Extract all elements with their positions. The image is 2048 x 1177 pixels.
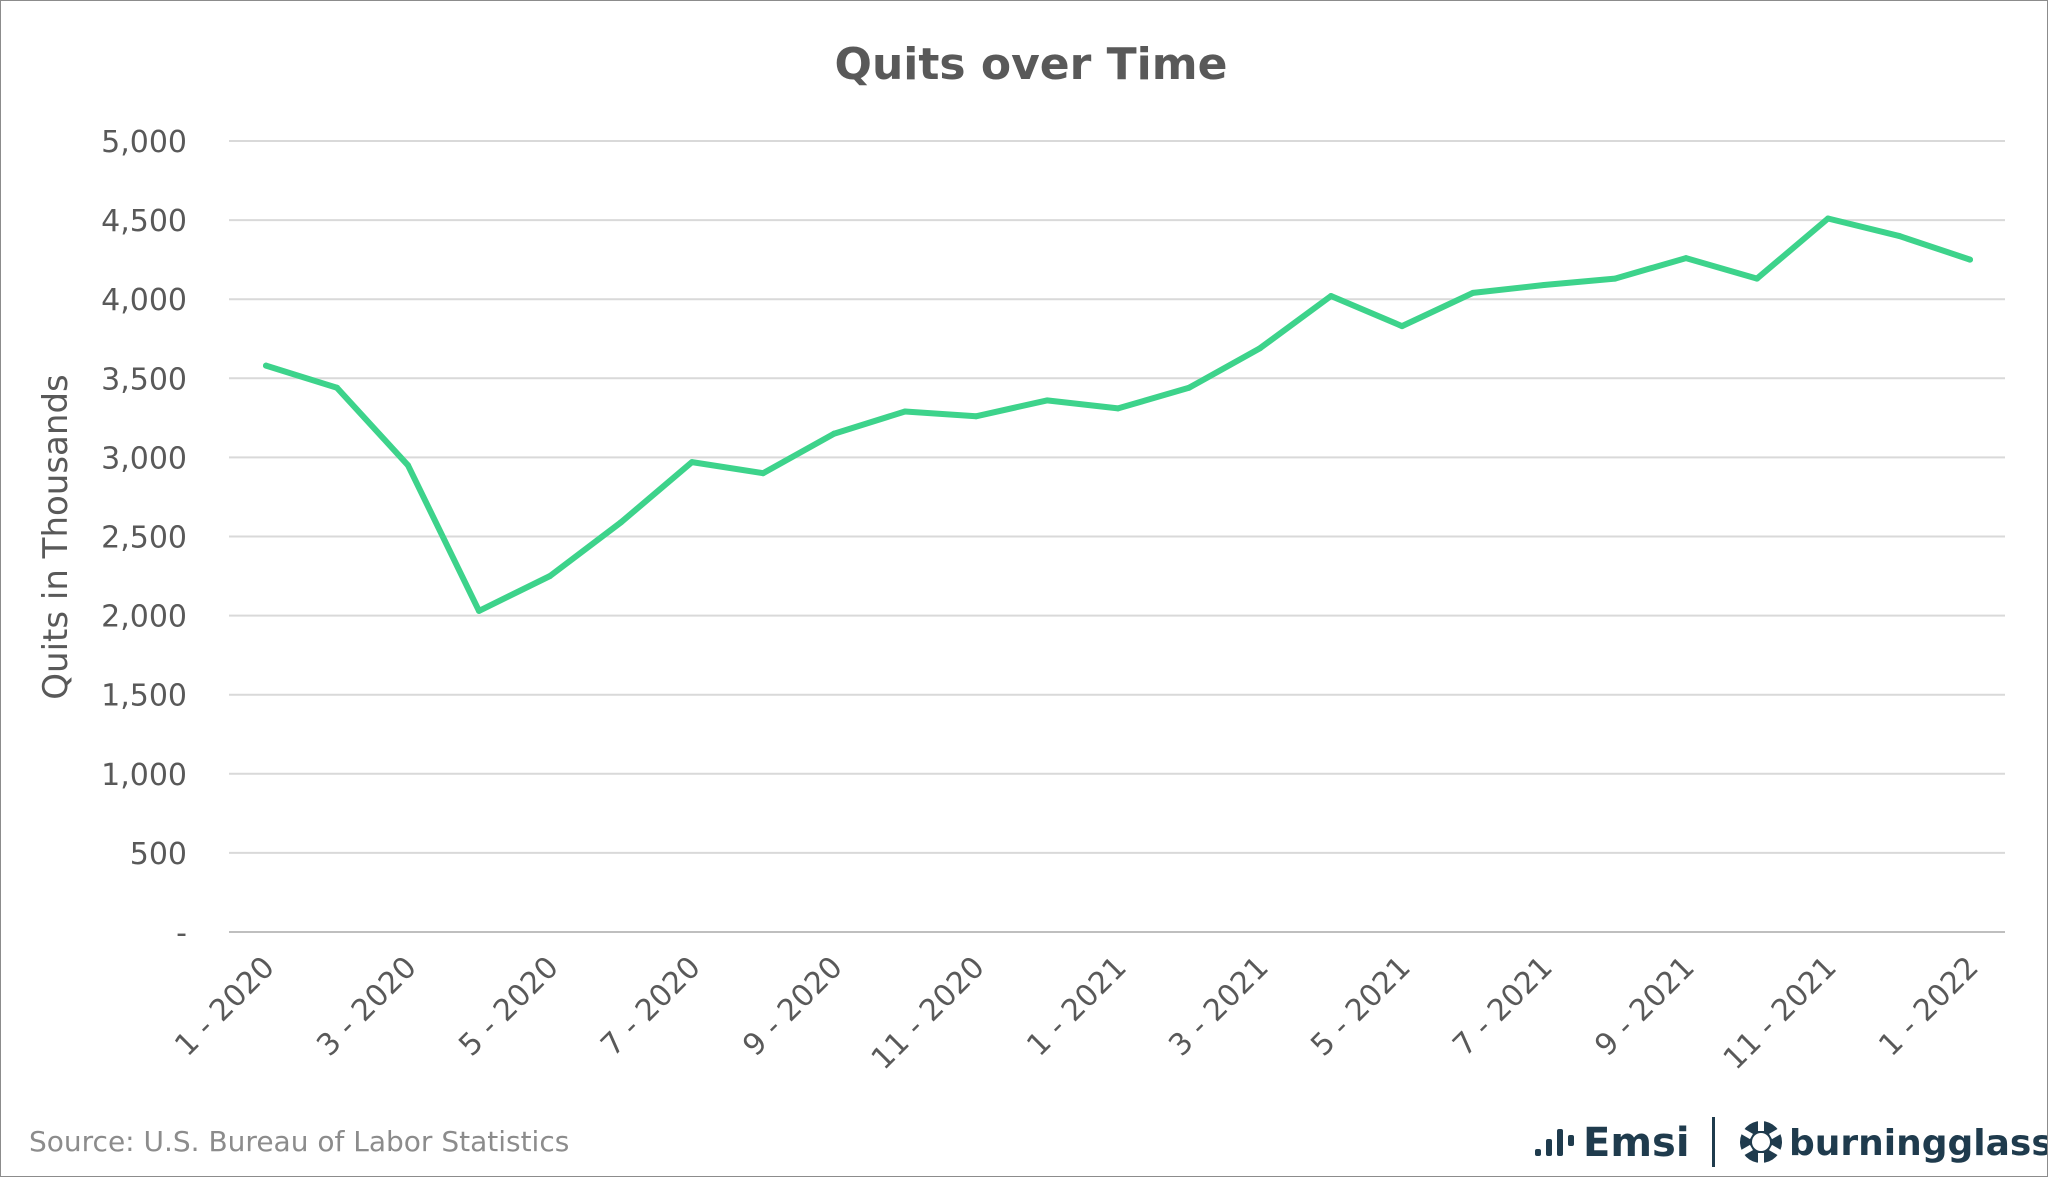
- data-point: [1257, 345, 1263, 352]
- x-tick-label: 1 - 2021: [1020, 950, 1133, 1063]
- x-tick-label: 5 - 2020: [452, 950, 565, 1063]
- data-point: [1470, 289, 1476, 296]
- y-tick-label: 2,000: [101, 600, 187, 635]
- logo-divider: [1712, 1117, 1715, 1167]
- x-tick-label: 1 - 2022: [1872, 950, 1985, 1063]
- series-line: [263, 215, 1973, 614]
- y-axis-label: Quits in Thousands: [36, 374, 76, 699]
- x-tick-label: 9 - 2020: [736, 950, 849, 1063]
- data-point: [1115, 405, 1121, 412]
- y-tick-label: 5,000: [101, 125, 187, 160]
- x-tick-label: 9 - 2021: [1588, 950, 1701, 1063]
- data-point: [1186, 384, 1192, 391]
- y-tick-label: 4,000: [101, 283, 187, 318]
- data-point: [689, 459, 695, 466]
- data-point: [263, 362, 269, 369]
- y-tick-label: 4,500: [101, 204, 187, 239]
- x-tick-label: 3 - 2020: [310, 950, 423, 1063]
- gridlines: [229, 140, 2005, 933]
- series-points: [263, 215, 1973, 614]
- chart-title: Quits over Time: [835, 39, 1228, 90]
- emsi-logo: Emsi: [1535, 1120, 1690, 1166]
- y-axis-ticks: - 500 1,000 1,500 2,000 2,500 3,000 3,500 4,000 4…: [101, 125, 187, 951]
- y-tick-label: -: [176, 916, 187, 951]
- x-tick-label: 1 - 2020: [168, 950, 281, 1063]
- data-point: [1541, 281, 1547, 288]
- data-point: [1754, 275, 1760, 282]
- data-point: [618, 519, 624, 526]
- data-point: [902, 408, 908, 415]
- x-tick-label: 5 - 2021: [1304, 950, 1417, 1063]
- data-point: [1612, 275, 1618, 282]
- data-point: [831, 430, 837, 437]
- x-tick-label: 11 - 2020: [865, 950, 992, 1077]
- y-tick-label: 1,500: [101, 679, 187, 714]
- source-note: Source: U.S. Bureau of Labor Statistics: [29, 1125, 569, 1158]
- data-point: [1683, 255, 1689, 262]
- data-point: [760, 470, 766, 477]
- burningglass-logo-text: burningglass: [1789, 1123, 2047, 1164]
- data-point: [1967, 256, 1973, 263]
- data-point: [547, 573, 553, 580]
- x-tick-label: 11 - 2021: [1717, 950, 1844, 1077]
- x-tick-label: 3 - 2021: [1162, 950, 1275, 1063]
- x-axis-ticks: 1 - 2020 3 - 2020 5 - 2020 7 - 2020 9 - 2020…: [168, 950, 1985, 1077]
- data-point: [1896, 232, 1902, 239]
- data-point: [405, 462, 411, 469]
- x-tick-label: 7 - 2020: [594, 950, 707, 1063]
- data-point: [1825, 215, 1831, 222]
- data-point: [1328, 293, 1334, 300]
- y-tick-label: 2,500: [101, 521, 187, 556]
- data-point: [334, 384, 340, 391]
- y-tick-label: 3,500: [101, 362, 187, 397]
- x-tick-label: 7 - 2021: [1446, 950, 1559, 1063]
- data-point: [1044, 397, 1050, 404]
- data-point: [476, 607, 482, 614]
- y-tick-label: 500: [130, 837, 187, 872]
- bar-chart-icon: [1535, 1129, 1574, 1156]
- burningglass-gear-icon: [1739, 1119, 1783, 1165]
- data-point: [973, 413, 979, 420]
- y-tick-label: 1,000: [101, 758, 187, 793]
- data-point: [1399, 323, 1405, 330]
- y-tick-label: 3,000: [101, 441, 187, 476]
- emsi-logo-text: Emsi: [1583, 1120, 1690, 1166]
- burningglass-logo: burningglass: [1739, 1119, 2047, 1165]
